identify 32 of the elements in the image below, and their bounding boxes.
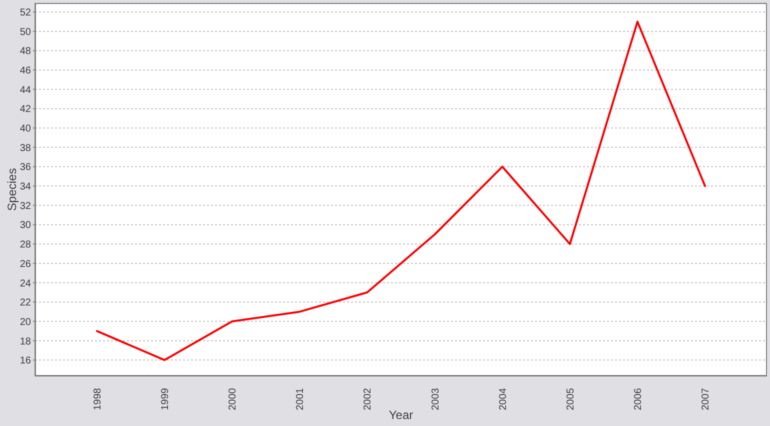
y-tick-label: 24 [20, 278, 32, 290]
y-tick-label: 38 [20, 142, 32, 154]
y-tick-label: 42 [20, 104, 32, 116]
x-tick-label: 1999 [160, 388, 172, 410]
y-tick-label: 16 [20, 356, 32, 367]
y-tick-label: 40 [20, 124, 32, 135]
x-tick-label: 2002 [362, 388, 374, 410]
y-tick-label: 20 [20, 316, 32, 328]
x-tick-label: 2006 [632, 388, 644, 410]
x-tick-label: 2000 [228, 388, 239, 410]
y-tick-label: 32 [20, 200, 32, 212]
x-tick-label: 2003 [430, 388, 442, 410]
y-tick-label: 22 [20, 298, 32, 309]
y-tick-label: 34 [20, 182, 32, 193]
y-tick-label: 44 [20, 84, 32, 96]
y-tick-label: 30 [20, 220, 32, 232]
y-tick-label: 26 [20, 258, 32, 270]
y-tick-label: 18 [20, 336, 32, 348]
y-tick-label: 46 [20, 66, 32, 77]
y-tick-label: 52 [20, 8, 32, 19]
y-tick-label: 36 [20, 162, 32, 174]
line-series [96, 20, 706, 362]
x-tick-label: 1998 [92, 388, 104, 410]
x-axis-title: Year [388, 408, 414, 422]
y-tick-label: 50 [20, 26, 32, 38]
x-tick-label: 2005 [565, 388, 576, 410]
x-tick-label: 2004 [498, 388, 509, 410]
y-axis-title: Species [5, 168, 19, 211]
x-tick-label: 2001 [295, 388, 306, 410]
y-tick-label: 28 [20, 240, 32, 251]
x-tick-label: 2007 [700, 388, 712, 410]
y-tick-label: 48 [20, 46, 32, 58]
